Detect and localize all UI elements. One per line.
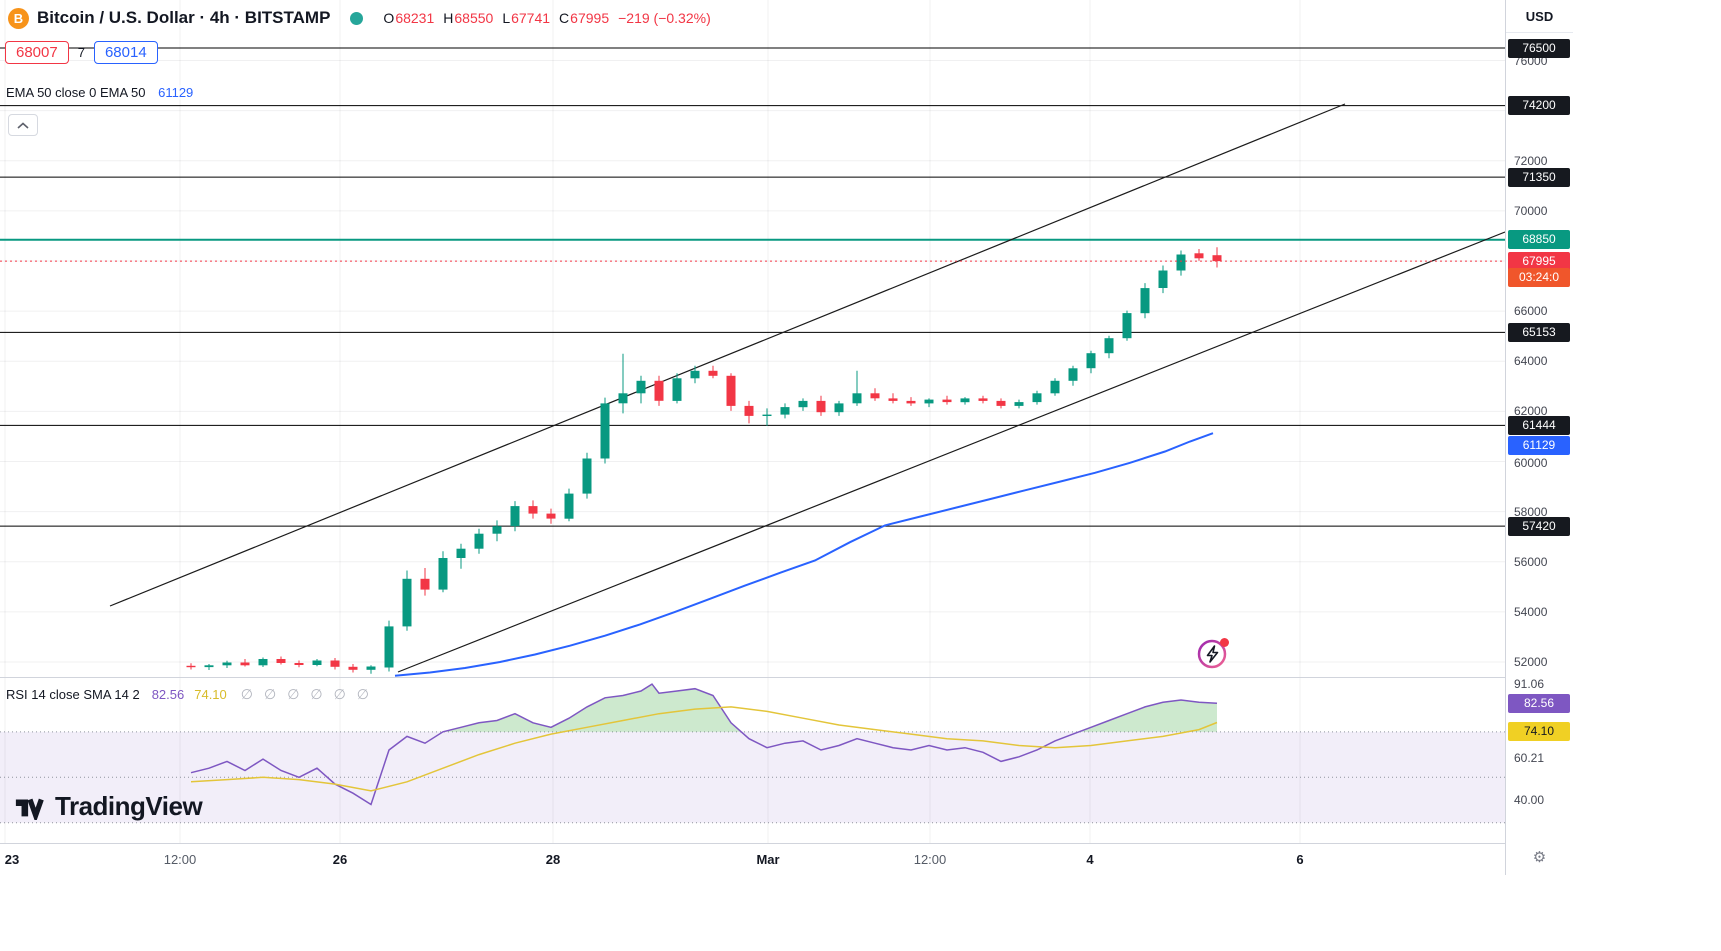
currency-label[interactable]: USD — [1506, 0, 1573, 33]
price-tick: 72000 — [1514, 153, 1548, 168]
ema-line — [394, 432, 1214, 677]
price-badge: 71350 — [1508, 167, 1570, 187]
ema-value: 61129 — [158, 85, 194, 100]
axis-settings-gear-icon[interactable]: ⚙ — [1532, 849, 1547, 866]
candles — [186, 247, 1222, 674]
buy-price-button[interactable]: 68014 — [93, 41, 158, 64]
price-tick: 62000 — [1514, 404, 1548, 419]
ohlc-high-label: H — [443, 10, 454, 26]
price-tick: 70000 — [1514, 204, 1548, 218]
tradingview-watermark: TradingView — [14, 791, 203, 822]
time-label: 23 — [4, 852, 20, 867]
sell-price-button[interactable]: 68007 — [5, 41, 69, 64]
chart-area[interactable]: B Bitcoin / U.S. Dollar · 4h · BITSTAMP … — [0, 0, 1505, 843]
price-tick: 58000 — [1514, 504, 1548, 519]
lightning-button[interactable] — [1196, 635, 1232, 671]
price-tick: 56000 — [1514, 554, 1548, 569]
quote-buttons: 68007 7 68014 — [5, 41, 158, 64]
price-badge: 61444 — [1508, 415, 1570, 435]
right-empty-area — [1573, 0, 1721, 951]
ohlc-low-value: 67741 — [511, 10, 551, 26]
ohlc-open-value: 68231 — [395, 10, 435, 26]
rsi-empty-value: ∅ — [356, 686, 369, 702]
time-label: Mar — [756, 852, 780, 867]
time-label: 4 — [1086, 852, 1094, 867]
rsi-empty-value: ∅ — [287, 686, 300, 702]
time-label: 12:00 — [163, 852, 197, 867]
price-badge: 65153 — [1508, 322, 1570, 342]
price-tick: 60.21 — [1514, 750, 1545, 765]
price-badge: 74.10 — [1508, 721, 1570, 741]
ohlc-open-label: O — [383, 10, 395, 26]
rsi-empty-value: ∅ — [310, 686, 323, 702]
ohlc-change-value: −219 (−0.32%) — [618, 10, 711, 26]
collapse-legend-button[interactable] — [8, 114, 38, 136]
time-label: 26 — [332, 852, 348, 867]
ohlc-close-label: C — [559, 10, 570, 26]
bitcoin-icon: B — [8, 7, 29, 29]
price-badge: 76500 — [1508, 38, 1570, 58]
rsi-value: 82.56 — [151, 687, 185, 702]
price-badge: 57420 — [1508, 516, 1570, 536]
rsi-empty-values: ∅ ∅ ∅ ∅ ∅ ∅ — [241, 686, 369, 703]
symbol-title[interactable]: Bitcoin / U.S. Dollar · 4h · BITSTAMP — [37, 8, 331, 27]
time-label: 6 — [1296, 852, 1304, 867]
chart-legend: B Bitcoin / U.S. Dollar · 4h · BITSTAMP … — [8, 4, 711, 32]
price-tick: 66000 — [1514, 304, 1548, 319]
rsi-empty-value: ∅ — [240, 686, 253, 702]
price-badge: 68850 — [1508, 230, 1570, 250]
ohlc-values: O 68231 H 68550 L 67741 C 67995 −219 (−0.32%… — [383, 10, 710, 26]
time-label: 12:00 — [913, 852, 947, 867]
price-badge: 82.56 — [1508, 693, 1570, 713]
pane-separator — [0, 677, 1573, 678]
spread-value: 7 — [77, 45, 85, 60]
price-axis[interactable]: USD 76000 72000 70000 66000 64000 62000 60000 5… — [1505, 0, 1573, 875]
market-status-dot — [350, 11, 364, 25]
price-tick: 40.00 — [1514, 793, 1545, 808]
price-tick: 54000 — [1514, 604, 1548, 619]
time-axis[interactable]: 23 12:00 26 28 Mar 12:00 4 6 — [0, 843, 1573, 875]
rsi-sma-line — [190, 706, 1218, 792]
ohlc-high-value: 68550 — [454, 10, 494, 26]
price-badge: 03:24:0 — [1508, 268, 1570, 288]
price-badge: 74200 — [1508, 96, 1570, 116]
notification-dot — [1220, 638, 1229, 647]
ema-indicator-legend: EMA 50 close 0 EMA 50 61129 — [6, 85, 194, 100]
main-chart-canvas[interactable] — [0, 0, 1505, 843]
price-tick: 64000 — [1514, 354, 1548, 369]
price-badge: 61129 — [1508, 435, 1570, 455]
rsi-indicator-legend: RSI 14 close SMA 14 2 82.56 74.10 ∅ ∅ ∅ ∅ ∅ ∅ — [6, 686, 369, 703]
price-tick: 52000 — [1514, 655, 1548, 669]
watermark-text: TradingView — [55, 791, 203, 821]
time-label: 28 — [545, 852, 561, 867]
rsi-label: RSI 14 close SMA 14 2 — [6, 687, 140, 702]
rsi-empty-value: ∅ — [263, 686, 277, 702]
price-tick: 60000 — [1514, 455, 1548, 470]
price-badge: 67995 — [1508, 251, 1570, 271]
price-tick: 91.06 — [1514, 677, 1545, 692]
ohlc-close-value: 67995 — [570, 10, 610, 26]
rsi-sma-value: 74.10 — [194, 687, 227, 702]
lightning-icon — [1197, 638, 1229, 669]
tradingview-logo-icon — [15, 798, 44, 820]
ema-label: EMA 50 close 0 EMA 50 — [6, 85, 146, 100]
rsi-empty-value: ∅ — [333, 686, 346, 702]
ohlc-low-label: L — [502, 10, 511, 26]
chevron-up-icon — [17, 121, 29, 129]
